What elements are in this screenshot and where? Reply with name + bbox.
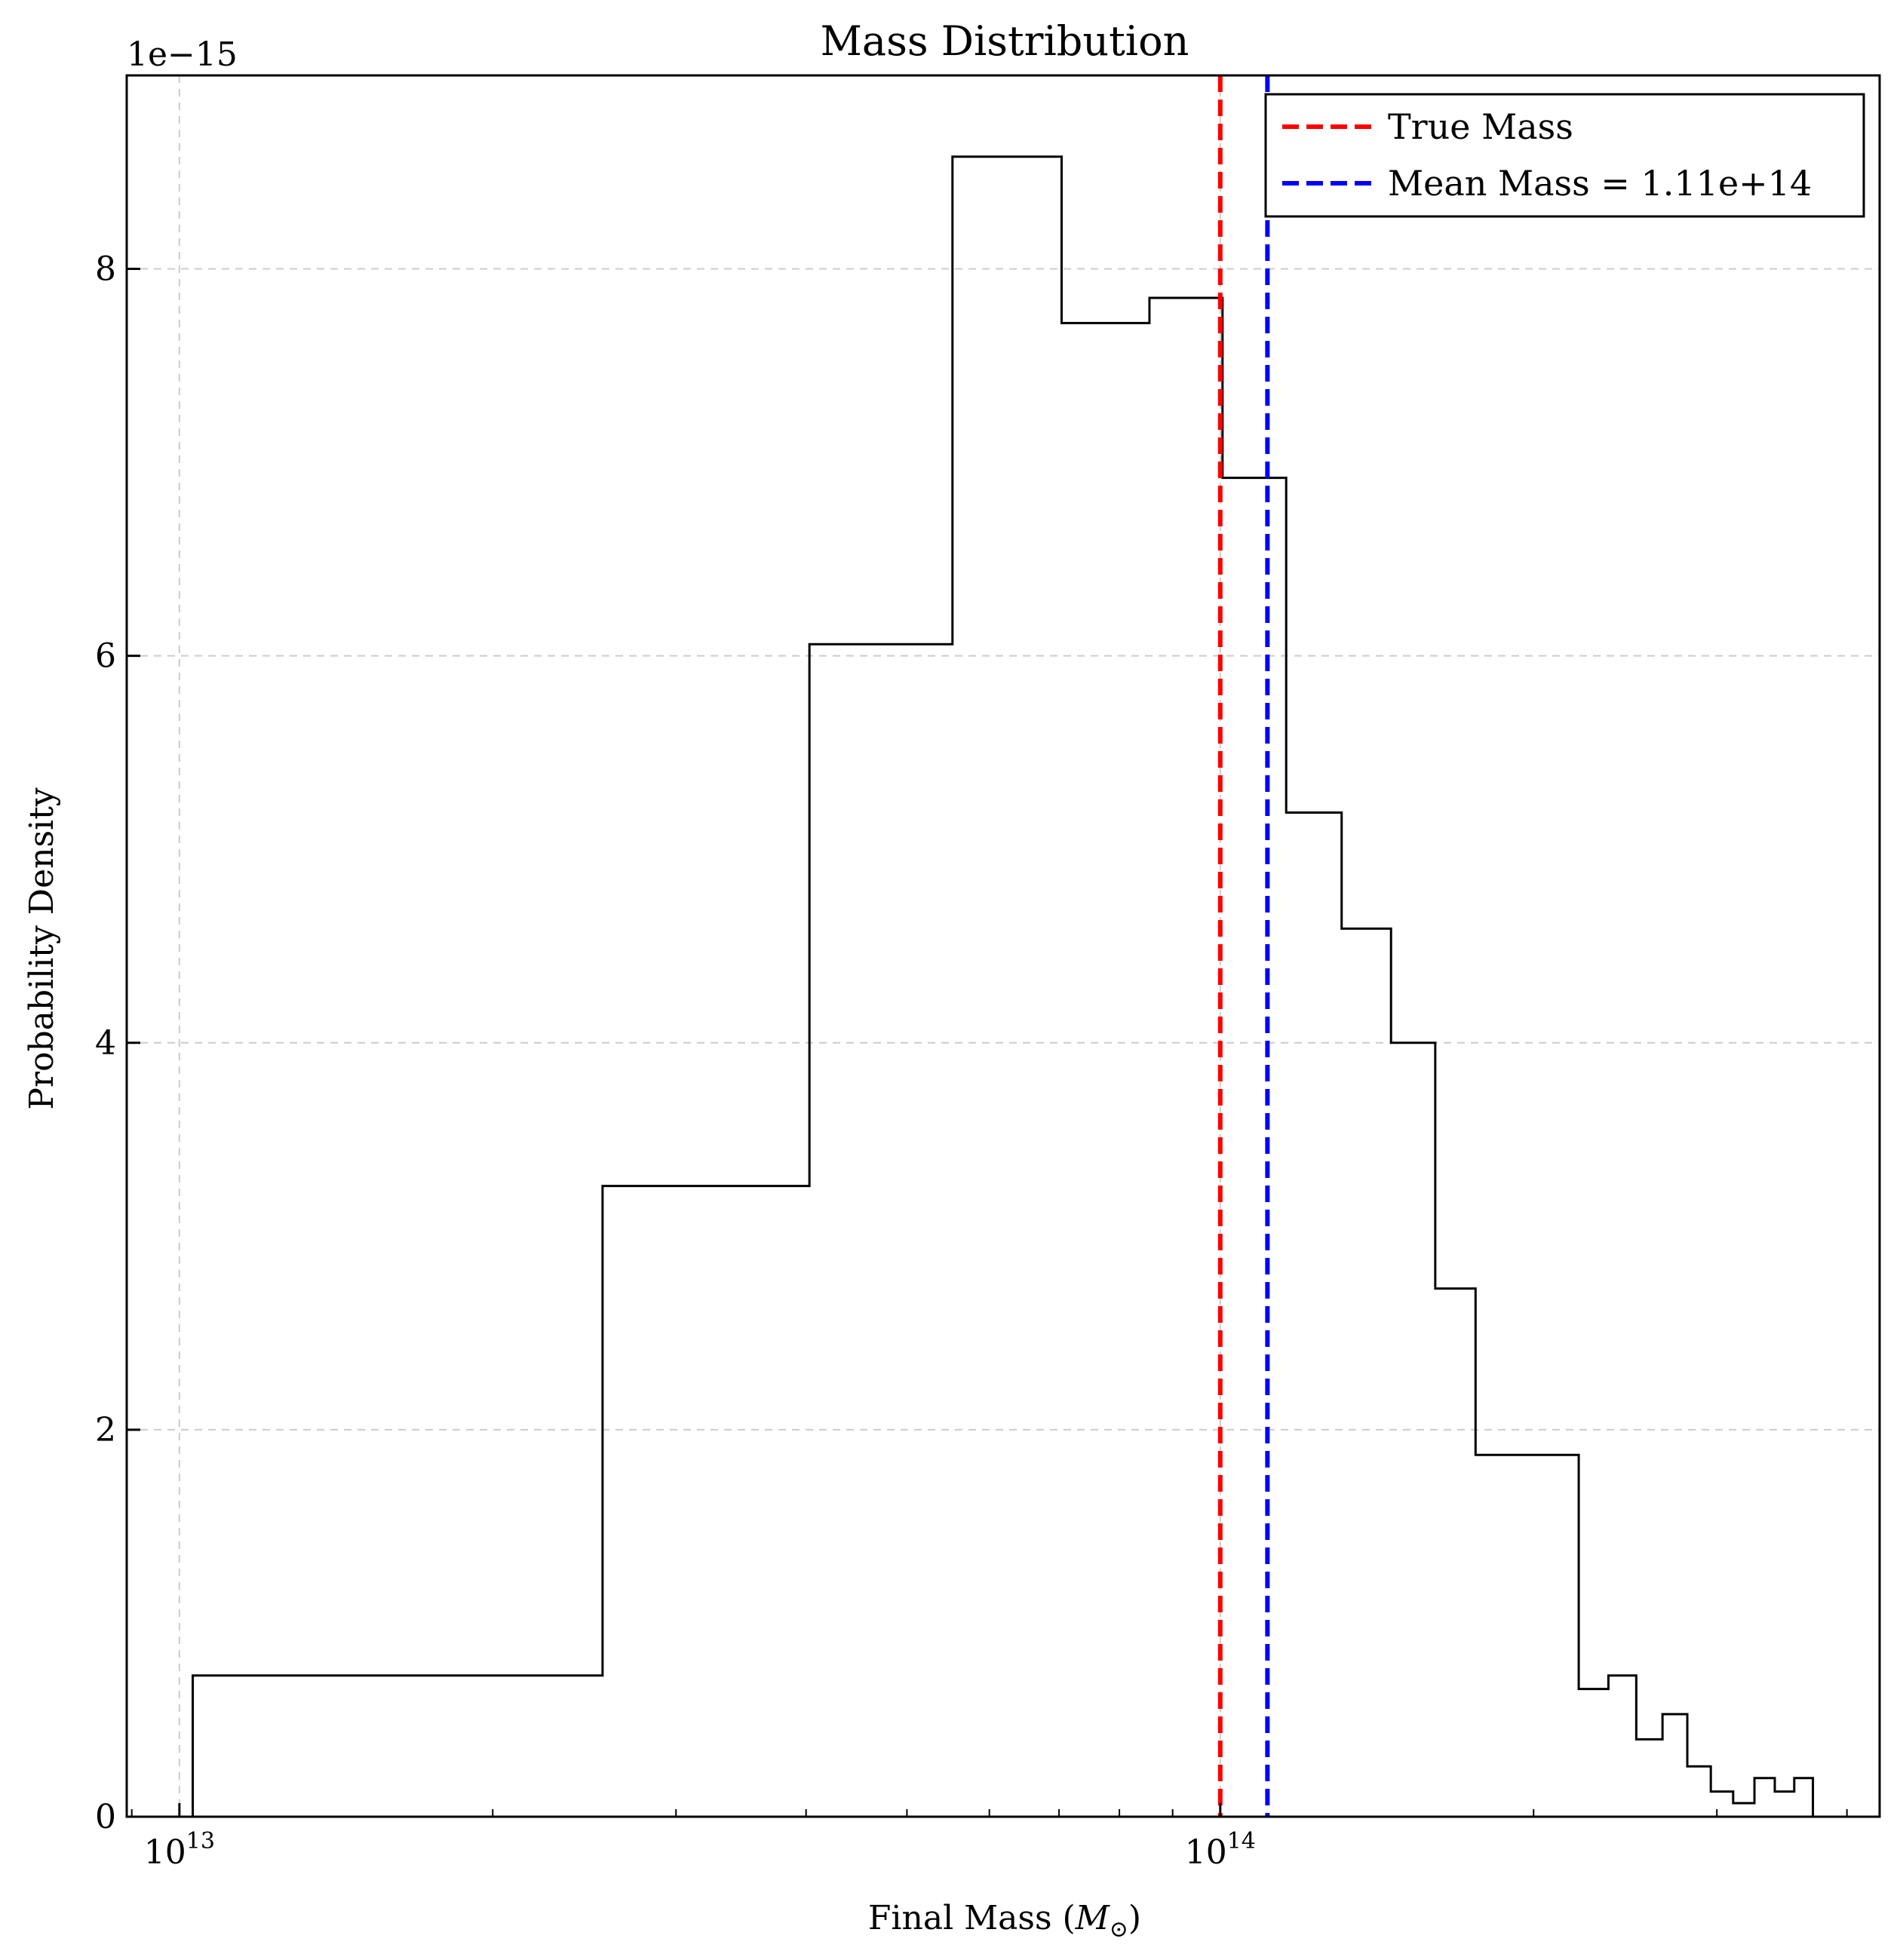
x-tick-label: 1013	[144, 1828, 215, 1872]
x-axis-label-subscript: ⊙	[1110, 1916, 1128, 1943]
y-tick-label: 0	[95, 1798, 116, 1836]
legend: True Mass Mean Mass = 1.11e+14	[1264, 93, 1865, 218]
y-tick-label: 2	[95, 1411, 116, 1449]
x-tick-label-base: 10	[1185, 1833, 1227, 1872]
histogram	[192, 155, 1815, 1817]
y-tick-label: 6	[95, 637, 116, 676]
x-axis-label-close: )	[1128, 1899, 1141, 1937]
x-tick-label-exponent: 14	[1227, 1828, 1256, 1854]
x-axis-label-symbol: M	[1075, 1899, 1110, 1937]
histogram-outline	[192, 155, 1815, 1817]
legend-label-true-mass: True Mass	[1388, 106, 1573, 147]
legend-box	[1264, 93, 1865, 218]
x-tick-label-exponent: 13	[186, 1828, 215, 1854]
plot-frame	[125, 74, 1881, 1818]
x-tick-label: 1014	[1185, 1828, 1256, 1872]
y-tick-label: 8	[95, 250, 116, 289]
x-tick-label-base: 10	[144, 1833, 186, 1872]
y-tick-label: 4	[95, 1024, 116, 1063]
x-axis-label-text: Final Mass (	[868, 1899, 1076, 1937]
reference-lines	[1217, 75, 1270, 1817]
y-offset-label: 1e−15	[127, 35, 238, 74]
y-axis-label: Probability Density	[23, 787, 61, 1109]
x-axis-label: Final Mass (M⊙)	[868, 1899, 1141, 1943]
chart-title: Mass Distribution	[821, 17, 1189, 65]
legend-label-mean-mass: Mean Mass = 1.11e+14	[1388, 163, 1812, 204]
